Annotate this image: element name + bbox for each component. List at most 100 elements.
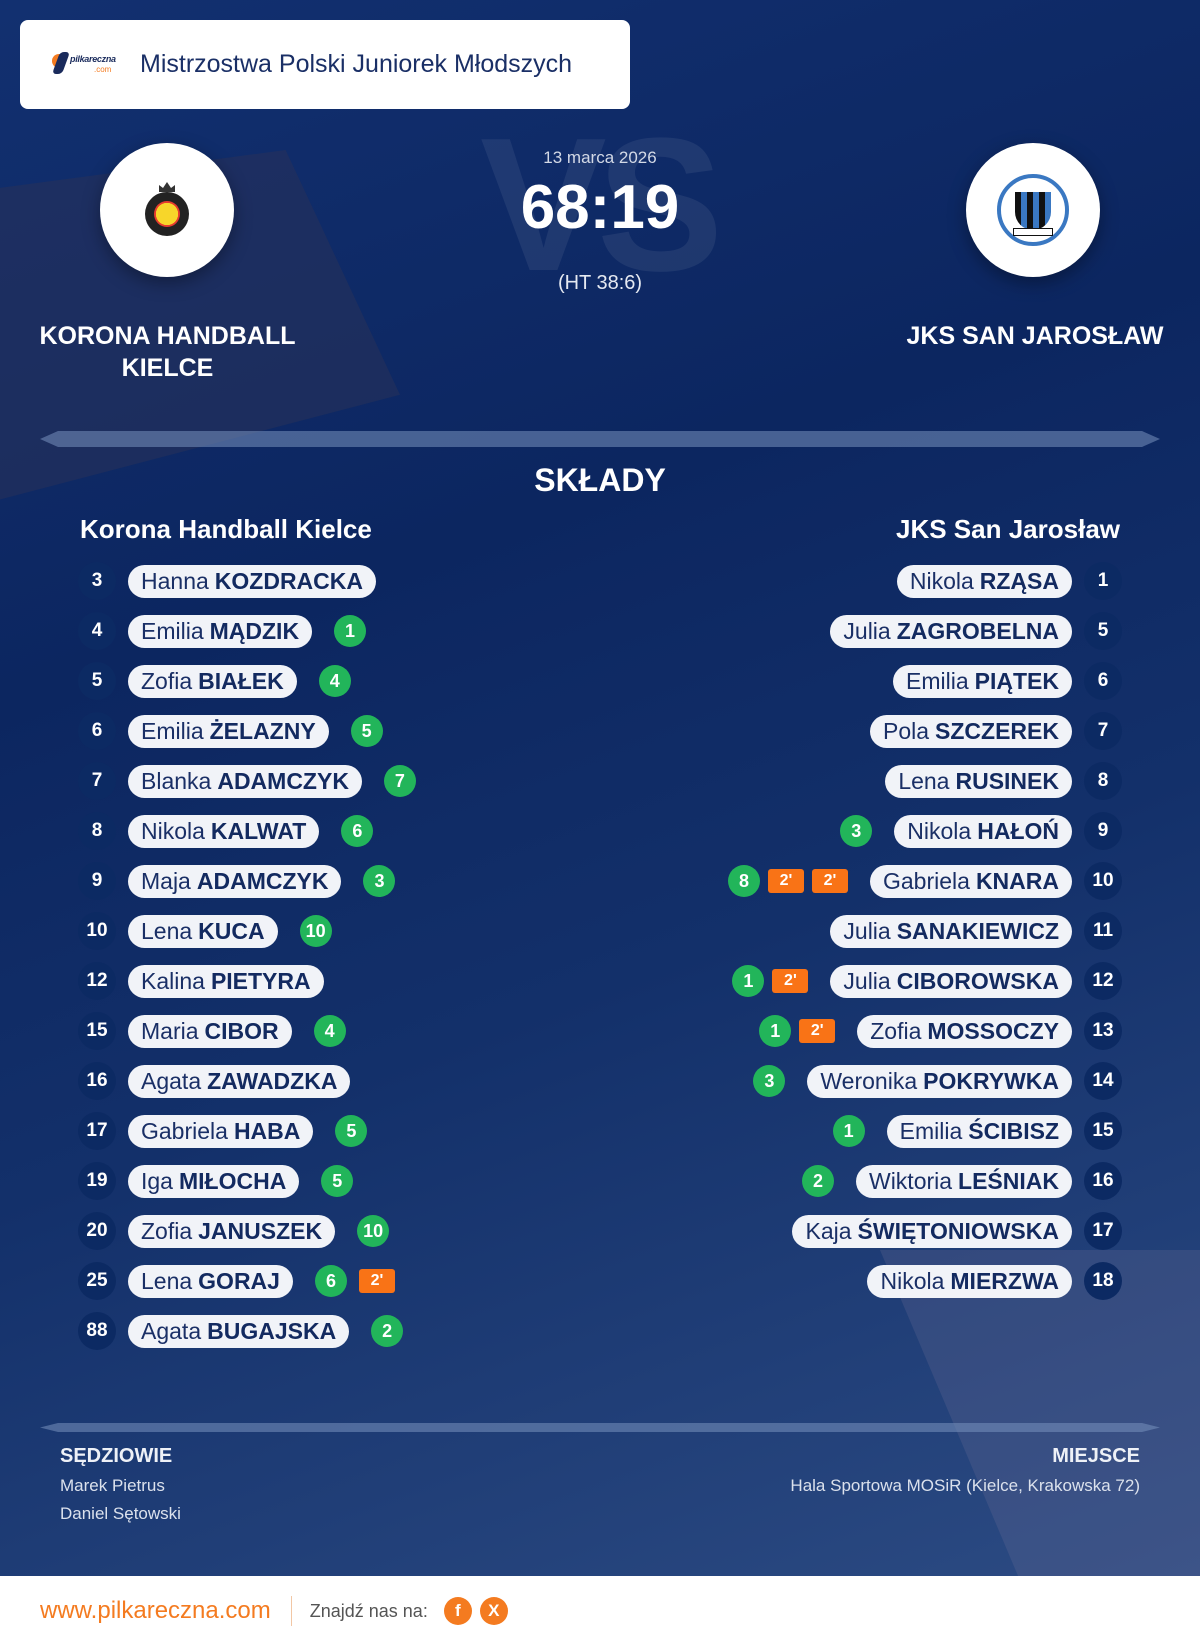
player-stats: 10 [299, 915, 332, 947]
player-name: Julia ZAGROBELNA [830, 614, 1072, 648]
last-name: MĄDZIK [209, 617, 300, 644]
last-name: MIERZWA [950, 1267, 1059, 1294]
player-name: Emilia ŻELAZNY [128, 714, 329, 748]
first-name: Nikola [909, 567, 974, 594]
last-name: KUCA [198, 917, 265, 944]
lineups-title: SKŁADY [534, 462, 666, 498]
player-name: Agata ZAWADZKA [128, 1064, 351, 1098]
first-name: Julia [843, 617, 891, 644]
player-name: Hanna KOZDRACKA [128, 564, 376, 598]
x-twitter-icon[interactable]: X [479, 1597, 508, 1625]
player-name: Lena RUSINEK [885, 764, 1072, 798]
player-stats: 3 [840, 815, 873, 847]
player-stats: 1 [334, 615, 367, 647]
player-name: Julia CIBOROWSKA [830, 964, 1072, 998]
jersey-number: 88 [78, 1312, 116, 1350]
player-name: Kaja ŚWIĘTONIOWSKA [792, 1214, 1072, 1248]
home-team-logo [100, 143, 234, 277]
final-score: 68:19 [520, 173, 680, 242]
away-roster-title: JKS San Jarosław [896, 514, 1120, 544]
first-name: Zofia [141, 667, 193, 694]
jks-san-crest-icon [997, 174, 1069, 246]
jersey-number: 19 [78, 1162, 116, 1200]
player-row: 10 Lena KUCA 10 [78, 906, 416, 956]
jersey-number: 10 [78, 912, 116, 950]
player-stats: 6 2' [314, 1265, 395, 1297]
jersey-number: 12 [78, 962, 116, 1000]
first-name: Lena [141, 1267, 193, 1294]
referee-name: Daniel Sętowski [60, 1504, 181, 1523]
match-date: 13 marca 2026 [543, 148, 657, 167]
first-name: Emilia [899, 1117, 963, 1144]
jersey-number: 18 [1084, 1262, 1122, 1300]
jersey-number: 16 [78, 1062, 116, 1100]
first-name: Lena [898, 767, 950, 794]
last-name: CIBOROWSKA [896, 967, 1059, 994]
competition-title: Mistrzostwa Polski Juniorek Młodszych [140, 50, 573, 78]
player-name: Nikola KALWAT [128, 814, 320, 848]
first-name: Hanna [141, 567, 209, 594]
player-row: 1 2' Zofia MOSSOCZY 13 [728, 1006, 1122, 1056]
player-row: 20 Zofia JANUSZEK 10 [78, 1206, 416, 1256]
referee-name: Marek Pietrus [60, 1476, 165, 1495]
first-name: Zofia [870, 1017, 922, 1044]
first-name: Weronika [820, 1067, 918, 1094]
last-name: HAŁOŃ [977, 817, 1059, 844]
player-stats: 2 [371, 1315, 404, 1347]
goals-badge: 4 [313, 1015, 346, 1047]
last-name: ŚWIĘTONIOWSKA [857, 1217, 1059, 1244]
player-name: Gabriela HABA [128, 1114, 314, 1148]
jersey-number: 5 [78, 662, 116, 700]
player-stats: 1 [832, 1115, 865, 1147]
first-name: Wiktoria [868, 1167, 953, 1194]
player-row: 25 Lena GORAJ 6 2' [78, 1256, 416, 1306]
player-stats: 5 [335, 1115, 368, 1147]
last-name: ZAGROBELNA [896, 617, 1059, 644]
player-name: Nikola MIERZWA [867, 1264, 1072, 1298]
goals-badge: 4 [318, 665, 351, 697]
footer-bar: www.pilkareczna.com Znajdź nas na: f X [0, 1576, 1200, 1646]
player-row: Nikola MIERZWA 18 [728, 1256, 1122, 1306]
player-row: Nikola RZĄSA 1 [728, 556, 1122, 606]
last-name: MOSSOCZY [927, 1017, 1059, 1044]
first-name: Kalina [141, 967, 205, 994]
away-team-name: JKS SAN JAROSŁAW [906, 322, 1164, 350]
jersey-number: 15 [78, 1012, 116, 1050]
last-name: HABA [233, 1117, 301, 1144]
away-roster: Nikola RZĄSA 1 Julia ZAGROBELNA 5 Emilia PIĄTEK… [728, 556, 1122, 1306]
jersey-number: 7 [78, 762, 116, 800]
website-link[interactable]: www.pilkareczna.com [40, 1597, 271, 1624]
suspension-badge: 2' [768, 869, 804, 893]
vs-watermark: VS [480, 99, 723, 311]
player-row: 17 Gabriela HABA 5 [78, 1106, 416, 1156]
goals-badge: 3 [840, 815, 873, 847]
first-name: Blanka [141, 767, 212, 794]
halftime-score: (HT 38:6) [557, 272, 643, 294]
jersey-number: 17 [1084, 1212, 1122, 1250]
competition-header: pilkareczna .com Mistrzostwa Polski Juni… [20, 20, 630, 109]
first-name: Agata [141, 1317, 202, 1344]
goals-badge: 10 [357, 1215, 390, 1247]
player-name: Zofia BIAŁEK [128, 664, 297, 698]
jersey-number: 8 [1084, 762, 1122, 800]
player-name: Wiktoria LEŚNIAK [855, 1164, 1072, 1198]
goals-badge: 6 [341, 815, 374, 847]
player-stats: 3 [363, 865, 396, 897]
home-team-name: KORONA HANDBALL KIELCE [39, 322, 296, 382]
player-stats: 4 [313, 1015, 346, 1047]
player-name: Pola SZCZEREK [870, 714, 1072, 748]
first-name: Maja [141, 867, 191, 894]
jersey-number: 12 [1084, 962, 1122, 1000]
first-name: Nikola [141, 817, 205, 844]
jersey-number: 15 [1084, 1112, 1122, 1150]
facebook-icon[interactable]: f [443, 1597, 472, 1625]
player-row: Lena RUSINEK 8 [728, 756, 1122, 806]
player-name: Kalina PIETYRA [128, 964, 324, 998]
last-name: PIĄTEK [974, 667, 1059, 694]
player-stats: 8 2' 2' [728, 865, 848, 897]
referees-list: Marek Pietrus Daniel Sętowski [60, 1472, 181, 1528]
player-name: Nikola HAŁOŃ [894, 814, 1072, 848]
jersey-number: 4 [78, 612, 116, 650]
player-row: 19 Iga MIŁOCHA 5 [78, 1156, 416, 1206]
last-name: RZĄSA [979, 567, 1059, 594]
